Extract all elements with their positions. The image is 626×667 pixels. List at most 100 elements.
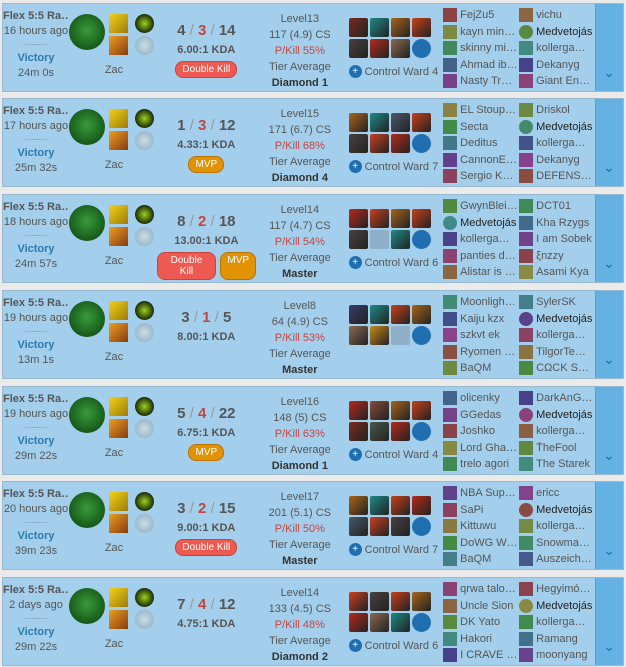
player-name[interactable]: DCT01 <box>536 200 571 213</box>
player-entry[interactable]: ξnzzy <box>519 248 595 265</box>
player-entry[interactable]: TilgorTem… <box>519 344 595 361</box>
player-name[interactable]: moonyang <box>536 649 588 662</box>
player-name[interactable]: Ryomen … <box>460 345 516 358</box>
player-entry[interactable]: ŤheFool <box>519 440 595 457</box>
player-entry[interactable]: GwynBleii… <box>443 198 519 215</box>
player-name[interactable]: Hegyimók… <box>536 583 595 596</box>
player-name[interactable]: Medvetojás <box>536 120 593 133</box>
player-name[interactable]: Snowman… <box>536 536 595 549</box>
player-entry[interactable]: moonyang <box>519 647 595 664</box>
player-name[interactable]: Medvetojás <box>536 312 593 325</box>
match-row[interactable]: Flex 5:5 Ra… 18 hours ago Victory 24m 57… <box>2 194 624 283</box>
player-name[interactable]: BaQM <box>460 553 492 566</box>
item-icon[interactable] <box>390 517 410 536</box>
player-entry[interactable]: DarkAnG… <box>519 390 595 407</box>
player-name[interactable]: Uncle Sion <box>460 599 514 612</box>
item-icon[interactable] <box>348 305 368 324</box>
player-entry[interactable]: Kha Rzygs <box>519 215 595 232</box>
player-name[interactable]: Hakori <box>460 632 492 645</box>
player-entry[interactable]: SylerSK <box>519 294 595 311</box>
player-entry[interactable]: Secta <box>443 119 519 136</box>
match-row[interactable]: Flex 5:5 Ra… 16 hours ago Victory 24m 0s… <box>2 3 624 92</box>
player-entry[interactable]: kollergam… <box>519 518 595 535</box>
player-entry[interactable]: Asami Kya <box>519 264 595 281</box>
player-entry[interactable]: kollergam… <box>519 135 595 152</box>
item-icon[interactable] <box>369 592 389 611</box>
item-icon[interactable] <box>411 401 431 420</box>
player-name[interactable]: Ahmad ib… <box>460 58 518 71</box>
ward-trinket-icon[interactable] <box>411 230 431 249</box>
item-icon[interactable] <box>411 18 431 37</box>
player-entry[interactable]: Snowman… <box>519 535 595 552</box>
player-name[interactable]: Giant Ene… <box>536 75 595 88</box>
item-icon[interactable] <box>411 496 431 515</box>
player-entry[interactable]: DCT01 <box>519 198 595 215</box>
expand-button[interactable]: ⌄ <box>595 387 623 474</box>
player-name[interactable]: BaQM <box>460 362 492 375</box>
player-name[interactable]: Medvetojás <box>536 599 593 612</box>
player-name[interactable]: CΩCK S8… <box>536 362 595 375</box>
item-icon[interactable] <box>348 496 368 515</box>
player-entry[interactable]: Driskol <box>519 102 595 119</box>
player-entry[interactable]: panties dr… <box>443 248 519 265</box>
match-row[interactable]: Flex 5:5 Ra… 17 hours ago Victory 25m 32… <box>2 98 624 187</box>
item-icon[interactable] <box>390 401 410 420</box>
item-icon[interactable] <box>390 209 410 228</box>
player-name[interactable]: Sergio Ko… <box>460 170 519 183</box>
player-name[interactable]: Asami Kya <box>536 266 589 279</box>
expand-button[interactable]: ⌄ <box>595 4 623 91</box>
item-icon[interactable] <box>390 592 410 611</box>
player-name[interactable]: DoWG W… <box>460 536 518 549</box>
player-name[interactable]: Medvetojás <box>536 503 593 516</box>
player-entry[interactable]: kollergam… <box>519 614 595 631</box>
player-name[interactable]: SylerSK <box>536 296 576 309</box>
player-name[interactable]: kollergam… <box>460 233 519 246</box>
item-icon[interactable] <box>369 18 389 37</box>
player-name[interactable]: Kha Rzygs <box>536 216 590 229</box>
player-entry[interactable]: Moonlight… <box>443 294 519 311</box>
player-name[interactable]: Dekanyg <box>536 58 580 71</box>
player-entry[interactable]: CΩCK S8… <box>519 360 595 377</box>
player-entry[interactable]: DK Yato <box>443 614 519 631</box>
player-entry[interactable]: DEFENSI… <box>519 168 595 185</box>
player-name[interactable]: qrwa talo… <box>460 583 516 596</box>
item-icon[interactable] <box>348 401 368 420</box>
item-icon[interactable] <box>369 326 389 345</box>
player-entry[interactable]: ericc <box>519 485 595 502</box>
player-name[interactable]: ξnzzy <box>536 249 564 262</box>
player-name[interactable]: The Starek <box>536 458 590 471</box>
player-name[interactable]: Auszeich… <box>536 553 592 566</box>
player-name[interactable]: Alistar is … <box>460 266 516 279</box>
player-name[interactable]: Kaiju kzx <box>460 312 505 325</box>
player-entry[interactable]: vichu <box>519 7 595 24</box>
player-entry[interactable]: Deditus <box>443 135 519 152</box>
player-name[interactable]: TilgorTem… <box>536 345 595 358</box>
item-icon[interactable] <box>369 496 389 515</box>
ward-trinket-icon[interactable] <box>411 422 431 441</box>
player-name[interactable]: Medvetojás <box>536 25 593 38</box>
expand-button[interactable]: ⌄ <box>595 482 623 569</box>
player-name[interactable]: kollergam… <box>536 137 595 150</box>
player-name[interactable]: trelo agori <box>460 458 510 471</box>
item-icon[interactable] <box>390 18 410 37</box>
player-entry[interactable]: FejZu5 <box>443 7 519 24</box>
player-name[interactable]: Driskol <box>536 104 570 117</box>
item-icon[interactable] <box>369 134 389 153</box>
player-entry[interactable]: BaQM <box>443 360 519 377</box>
player-name[interactable]: kollergam… <box>536 42 595 55</box>
item-icon[interactable] <box>369 517 389 536</box>
item-icon[interactable] <box>348 39 368 58</box>
player-entry[interactable]: I am Sobek <box>519 231 595 248</box>
expand-button[interactable]: ⌄ <box>595 195 623 282</box>
player-entry[interactable]: Dekanyg <box>519 152 595 169</box>
player-name[interactable]: DarkAnG… <box>536 392 593 405</box>
player-entry[interactable]: Medvetojás <box>519 24 595 41</box>
player-entry[interactable]: Ryomen … <box>443 344 519 361</box>
player-entry[interactable]: Ramang <box>519 631 595 648</box>
player-entry[interactable]: kollergam… <box>519 423 595 440</box>
match-row[interactable]: Flex 5:5 Ra… 19 hours ago Victory 13m 1s… <box>2 290 624 379</box>
player-entry[interactable]: SaPi <box>443 502 519 519</box>
player-entry[interactable]: Medvetojás <box>519 502 595 519</box>
player-name[interactable]: vichu <box>536 9 562 22</box>
champion-portrait[interactable] <box>69 109 105 145</box>
